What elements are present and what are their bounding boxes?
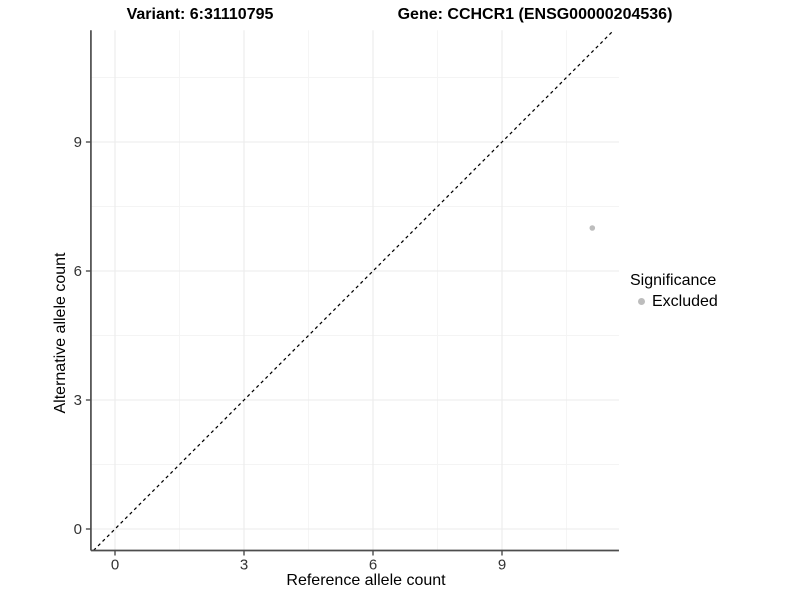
x-tick-label: 9 (498, 557, 506, 574)
x-axis-title: Reference allele count (286, 572, 446, 589)
data-point (589, 225, 596, 231)
x-tick-label: 6 (369, 557, 377, 574)
legend-title: Significance (630, 272, 717, 289)
legend-item-excluded: Excluded (630, 293, 718, 310)
legend: Significance Excluded (630, 271, 718, 310)
identity-line (93, 29, 615, 551)
x-tick-label: 0 (111, 557, 119, 574)
y-tick-label: 0 (74, 521, 82, 538)
y-tick-label: 3 (74, 392, 82, 409)
plot-title-variant: Variant: 6:31110795 (126, 6, 274, 23)
y-tick-label: 6 (74, 263, 82, 280)
plot-title-gene: Gene: CCHCR1 (ENSG00000204536) (397, 6, 673, 23)
x-tick-label: 3 (240, 557, 248, 574)
y-tick-label: 9 (74, 134, 82, 151)
legend-point-icon (638, 298, 645, 305)
y-axis-title: Alternative allele count (52, 252, 69, 414)
legend-key (630, 294, 652, 310)
legend-item-label: Excluded (652, 293, 718, 310)
